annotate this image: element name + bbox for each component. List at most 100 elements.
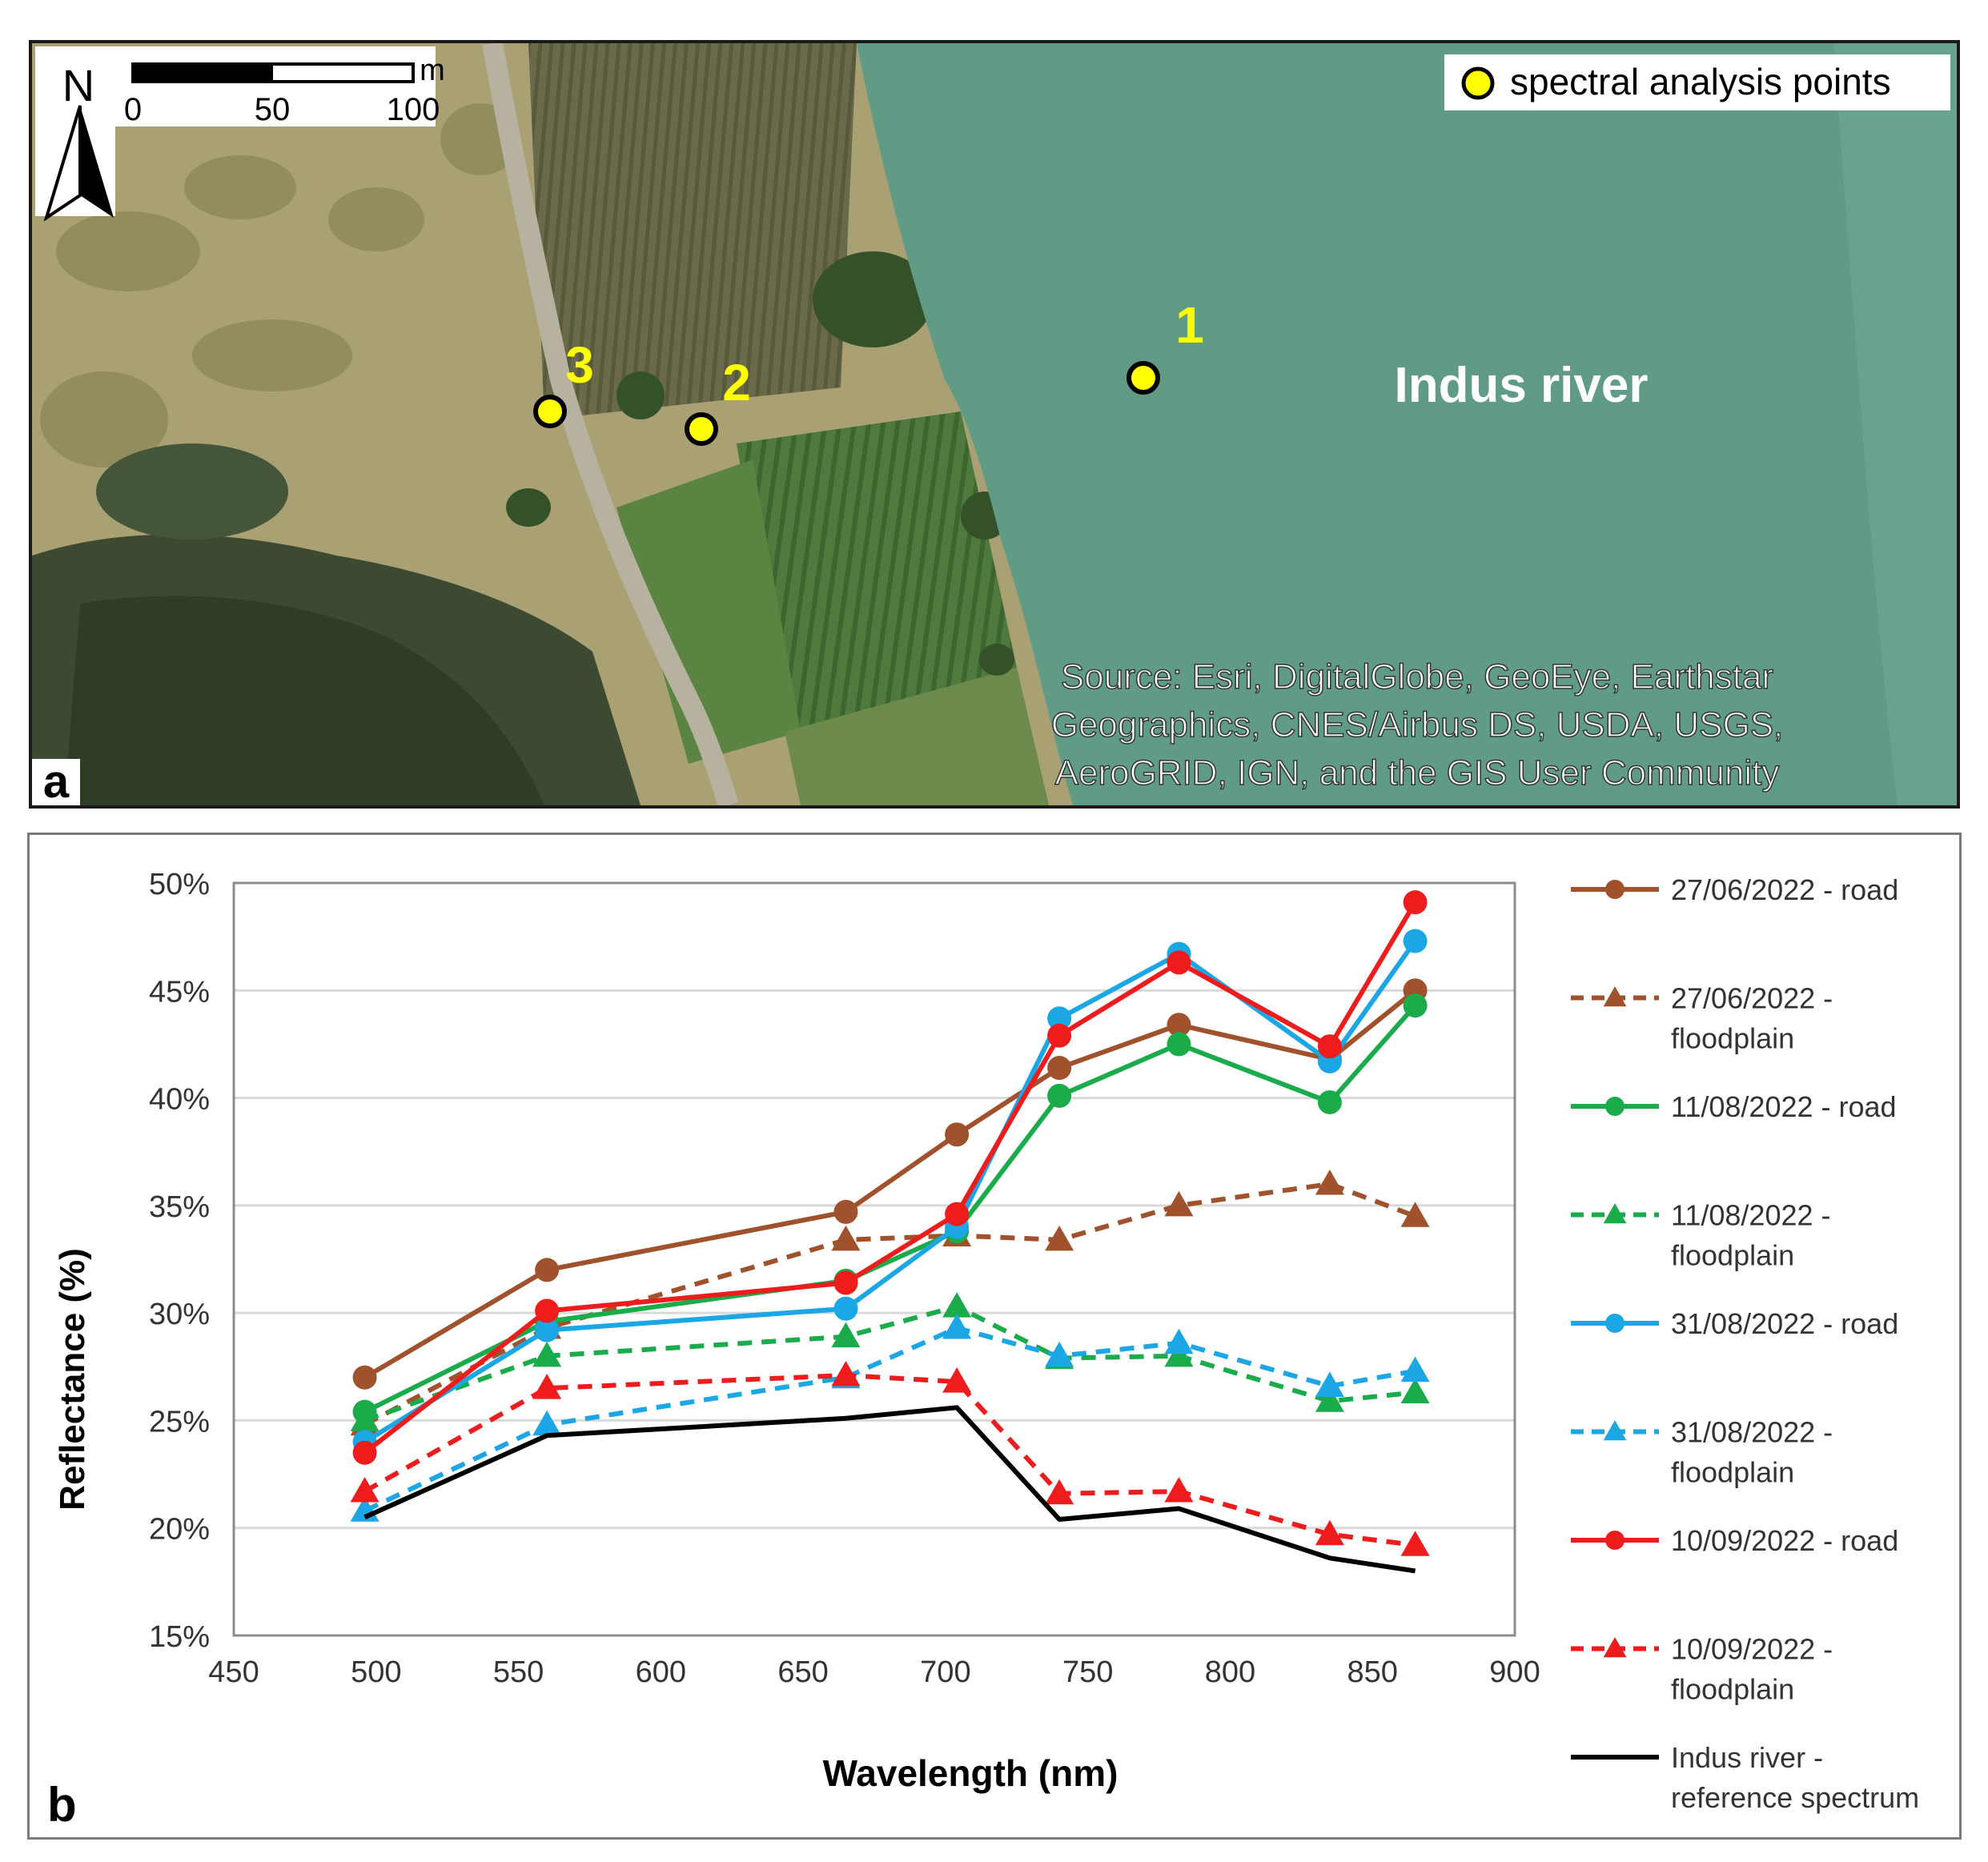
legend-item-3: 11/08/2022 - road	[1571, 1090, 1897, 1123]
north-arrow-icon	[43, 105, 114, 222]
legend-label: spectral analysis points	[1510, 61, 1891, 102]
tree-clumps	[506, 251, 1014, 676]
data-point	[833, 1199, 858, 1224]
y-tick-label: 15%	[149, 1620, 210, 1654]
reflectance-chart: 15% 20% 25% 30% 35% 40% 45% 50% 450 500 550 600 650…	[47, 868, 1919, 1832]
legend-label: reference spectrum	[1671, 1781, 1919, 1814]
data-point	[942, 1313, 972, 1339]
data-point	[831, 1361, 861, 1386]
data-point	[1045, 1225, 1074, 1251]
data-point	[831, 1322, 861, 1348]
legend-marker	[1605, 1531, 1625, 1550]
data-point	[1400, 1531, 1430, 1556]
legend-item-5: 31/08/2022 - road	[1571, 1307, 1898, 1340]
x-tick-label: 500	[351, 1655, 401, 1689]
legend-label: floodplain	[1671, 1239, 1794, 1272]
data-point	[532, 1374, 562, 1399]
data-point	[535, 1298, 560, 1323]
series-line	[363, 988, 1417, 1380]
series-line	[363, 1304, 1416, 1423]
x-tick-label: 700	[920, 1655, 970, 1689]
y-axis-label: Reflectance (%)	[53, 1248, 92, 1511]
data-point	[532, 1341, 562, 1367]
data-point	[1317, 1034, 1342, 1059]
data-point	[1164, 1477, 1194, 1503]
legend-label: 31/08/2022 - road	[1671, 1307, 1898, 1340]
data-point	[1047, 1083, 1072, 1108]
grid-lines	[234, 881, 1515, 1637]
y-tick-label: 30%	[149, 1298, 210, 1331]
series-line	[363, 1405, 1416, 1574]
plot-area	[232, 881, 1516, 1637]
y-tick-label: 50%	[149, 868, 210, 901]
plowed-field	[528, 43, 857, 419]
data-point	[350, 1477, 380, 1503]
legend-label: 31/08/2022 -	[1671, 1416, 1833, 1449]
data-point	[1047, 1006, 1072, 1031]
x-tick-label: 800	[1205, 1655, 1255, 1689]
x-tick-label: 550	[493, 1655, 544, 1689]
north-label: N	[62, 60, 94, 110]
satellite-map	[32, 43, 1957, 805]
legend-item-4: 11/08/2022 - floodplain	[1571, 1199, 1831, 1272]
scale-unit: m	[420, 54, 445, 87]
data-point	[1403, 890, 1428, 915]
x-tick-label: 750	[1062, 1655, 1113, 1689]
point-1-label: 1	[1175, 296, 1204, 354]
legend-marker	[1603, 1420, 1627, 1441]
source-line-3: AeroGRID, IGN, and the GIS User Communit…	[1055, 753, 1780, 793]
series-3	[352, 993, 1428, 1424]
data-point	[1164, 1190, 1194, 1217]
scale-bar	[131, 62, 415, 83]
series-4	[350, 1292, 1430, 1431]
legend-label: 27/06/2022 - road	[1671, 873, 1898, 906]
legend-label: 10/09/2022 - road	[1671, 1524, 1898, 1557]
crop-field-west	[616, 459, 801, 764]
data-point	[535, 1258, 560, 1282]
series-9	[363, 1405, 1416, 1574]
x-tick-label: 450	[208, 1655, 259, 1689]
legend-marker	[1603, 1203, 1627, 1224]
chart-legend: 27/06/2022 - road 27/06/2022 -floodplain 1…	[1571, 873, 1919, 1814]
series-line	[363, 901, 1418, 1455]
data-point	[1315, 1170, 1344, 1195]
panel-label-a: a	[43, 756, 70, 805]
series-1	[352, 978, 1428, 1390]
legend-label: floodplain	[1671, 1022, 1794, 1055]
series-line	[363, 1373, 1416, 1548]
data-point	[535, 1318, 560, 1342]
x-tick-label: 650	[777, 1655, 828, 1689]
data-point	[942, 1292, 972, 1318]
data-point	[1164, 1341, 1194, 1367]
legend-item-2: 27/06/2022 - floodplain	[1571, 982, 1833, 1055]
legend-marker	[1605, 1314, 1625, 1333]
data-point	[1167, 1032, 1191, 1057]
data-point	[1047, 1023, 1072, 1048]
data-point	[1400, 1356, 1430, 1382]
y-tick-label: 25%	[149, 1405, 210, 1439]
series-8	[350, 1361, 1430, 1556]
legend-marker	[1603, 986, 1627, 1007]
legend-label: floodplain	[1671, 1673, 1794, 1706]
map-panel: N m 0 50 100 spectral analysis points 1 …	[29, 40, 1960, 809]
river-label: Indus river	[1395, 358, 1649, 413]
spectral-points	[533, 361, 1160, 446]
data-point	[1403, 929, 1428, 953]
panel-label-a-box	[32, 759, 80, 805]
dry-vegetation	[40, 103, 520, 468]
legend-item-1: 27/06/2022 - road	[1571, 873, 1898, 906]
x-tick-label: 900	[1489, 1655, 1540, 1689]
series-line	[363, 1325, 1416, 1513]
data-point	[1315, 1371, 1344, 1397]
data-point	[1167, 1013, 1191, 1037]
panel-label-b: b	[47, 1778, 77, 1832]
crop-field-south	[785, 668, 1049, 805]
data-point	[352, 1365, 377, 1390]
data-point	[831, 1225, 861, 1251]
scale-bar-box	[115, 46, 436, 126]
data-point	[532, 1410, 562, 1436]
x-axis-label: Wavelength (nm)	[823, 1752, 1119, 1794]
data-point	[1164, 1328, 1194, 1354]
legend-item-7: 10/09/2022 - road	[1571, 1524, 1898, 1557]
data-point	[1047, 1055, 1072, 1080]
